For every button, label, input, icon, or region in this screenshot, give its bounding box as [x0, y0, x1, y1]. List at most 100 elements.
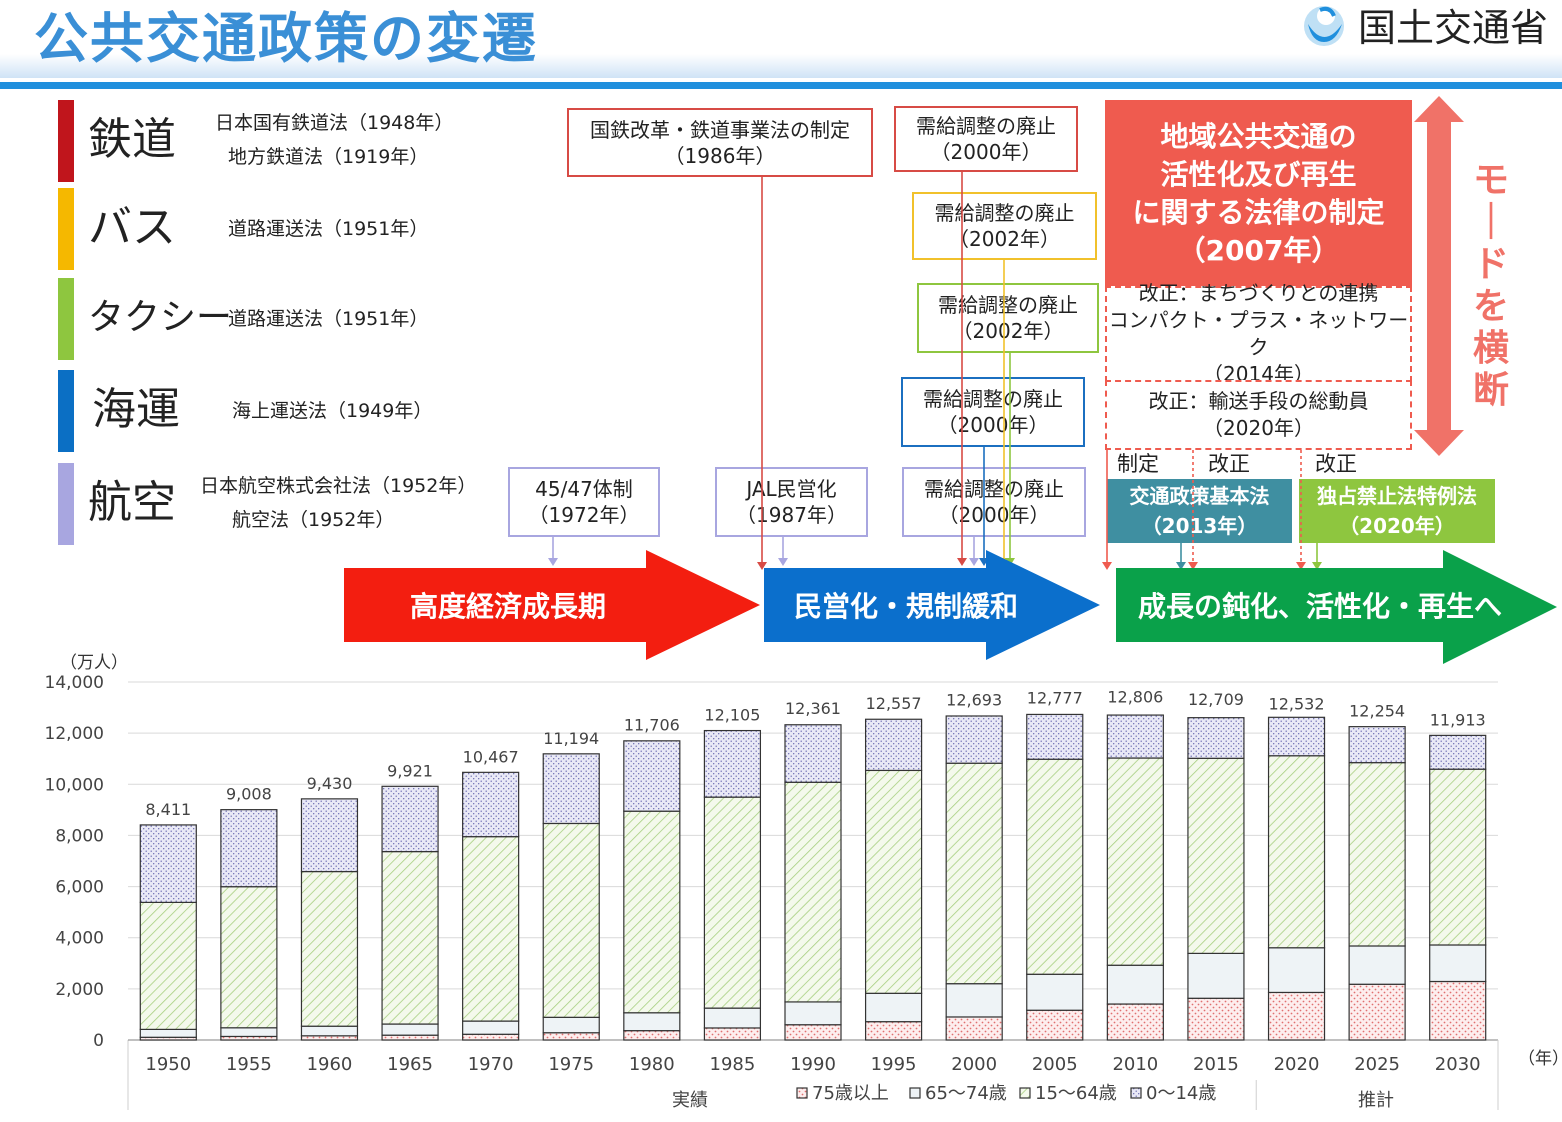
chiiki-line4: （2007年） — [1177, 234, 1340, 267]
mode-color-bar — [58, 278, 74, 360]
y-tick-label: 6,000 — [55, 878, 104, 898]
bar-segment — [1106, 964, 1164, 1005]
bar-segment — [1187, 997, 1245, 1041]
bar-total-label: 9,921 — [387, 761, 433, 780]
legend-label: 75歳以上 — [812, 1083, 889, 1104]
event-jukyu-rail: 需給調整の廃止 （2000年） — [894, 106, 1078, 172]
bar-segment — [1429, 944, 1487, 983]
phase-arrow-1 — [344, 550, 760, 660]
bar-segment — [542, 1016, 600, 1034]
event-jukyu-air: 需給調整の廃止 （2000年） — [902, 467, 1086, 537]
y-tick-label: 10,000 — [45, 775, 104, 795]
bar-segment — [381, 785, 439, 853]
x-tick-label: 2025 — [1354, 1054, 1400, 1075]
bar-total-label: 12,693 — [946, 690, 1002, 709]
bar-segment — [945, 1016, 1003, 1041]
x-tick-label: 2005 — [1032, 1054, 1078, 1075]
event-kokutetsu: 国鉄改革・鉄道事業法の制定 （1986年） — [567, 108, 873, 177]
bar-segment — [1106, 714, 1164, 759]
bar-segment — [300, 870, 359, 1027]
bar-segment — [542, 822, 600, 1018]
bar-segment — [462, 836, 520, 1022]
kaisei-2020-line1: 改正：輸送手段の総動員 — [1148, 389, 1369, 413]
x-tick-label: 1980 — [629, 1054, 675, 1075]
bar-segment — [1429, 734, 1487, 770]
bar-segment — [381, 1023, 439, 1036]
bar-segment — [864, 992, 923, 1023]
chiiki-line2: 活性化及び再生 — [1160, 158, 1357, 191]
bar-segment — [462, 1033, 520, 1041]
event-jukyu-rail-line1: 需給調整の廃止 — [916, 114, 1056, 138]
bar-segment — [462, 771, 520, 838]
bar-segment — [220, 886, 278, 1029]
x-tick-label: 1990 — [790, 1054, 836, 1075]
mode-name: バス — [88, 202, 176, 253]
mode-oudan-label: モ｜ドを横断 — [1470, 160, 1512, 412]
mode-law: 日本航空株式会社法（1952年） — [200, 475, 477, 497]
x-tick-label: 2015 — [1193, 1054, 1239, 1075]
bar-segment — [1348, 983, 1406, 1041]
event-kokutetsu-line2: （1986年） — [664, 143, 776, 168]
y-tick-label: 4,000 — [55, 929, 104, 949]
chart-legend: 75歳以上 65～74歳 15～64歳 0～14歳 — [796, 1083, 1216, 1104]
bar-segment — [623, 1030, 681, 1041]
kaisei-2014-line1: 改正：まちづくりとの連携 — [1138, 281, 1379, 305]
event-jal-line2: （1987年） — [736, 503, 847, 527]
bar-segment — [1026, 758, 1084, 975]
kaisei-label-2: 改正 — [1315, 452, 1357, 476]
event-jukyu-sea-line1: 需給調整の廃止 — [923, 387, 1063, 411]
event-jukyu-bus: 需給調整の廃止 （2002年） — [912, 192, 1097, 260]
x-tick-label: 1970 — [468, 1054, 514, 1075]
bar-segment — [864, 718, 923, 772]
dokusen-line1: 独占禁止法特例法 — [1317, 484, 1477, 508]
bar-segment — [1106, 1003, 1164, 1041]
mode-oudan-char: 断 — [1472, 370, 1509, 411]
y-tick-label: 8,000 — [55, 826, 104, 846]
event-jukyu-taxi-line2: （2002年） — [952, 319, 1064, 343]
kaisei-2020-box: 改正：輸送手段の総動員 （2020年） — [1105, 380, 1412, 450]
event-jukyu-bus-line1: 需給調整の廃止 — [934, 201, 1075, 225]
event-jukyu-rail-line2: （2000年） — [930, 140, 1042, 164]
bar-segment — [784, 1024, 842, 1041]
x-tick-label: 1975 — [548, 1054, 594, 1075]
bar-total-label: 12,557 — [866, 694, 922, 713]
chiiki-law-box: 地域公共交通の 活性化及び再生 に関する法律の制定 （2007年） — [1105, 100, 1412, 286]
kihonho-line1: 交通政策基本法 — [1129, 484, 1270, 508]
legend-label: 15～64歳 — [1035, 1083, 1117, 1104]
bar-segment — [1348, 762, 1406, 947]
bar-segment — [1429, 768, 1487, 946]
legend-swatch — [1130, 1087, 1142, 1099]
bar-segment — [381, 850, 439, 1025]
mode-name: タクシー — [88, 297, 233, 338]
event-jukyu-air-line1: 需給調整の廃止 — [924, 477, 1064, 501]
event-jukyu-taxi: 需給調整の廃止 （2002年） — [917, 283, 1099, 353]
bar-segment — [220, 809, 278, 888]
bar-segment — [703, 796, 762, 1009]
y-tick-label: 14,000 — [45, 673, 104, 693]
population-chart: （万人） （年） 0 2,000 4,000 6,000 8,000 10,000 12,0… — [45, 653, 1562, 1111]
bar-total-label: 9,008 — [226, 785, 272, 804]
header-band — [0, 54, 1562, 78]
event-jukyu-bus-line2: （2002年） — [949, 227, 1060, 251]
event-4547: 45/47体制 （1972年） — [508, 467, 660, 537]
bar-total-label: 12,254 — [1349, 702, 1405, 721]
phase-arrow-2 — [764, 550, 1100, 660]
legend-swatch — [909, 1087, 921, 1099]
x-tick-label: 1995 — [871, 1054, 917, 1075]
y-tick-label: 12,000 — [45, 724, 104, 744]
bar-total-label: 11,706 — [624, 716, 680, 735]
bar-segment — [623, 1012, 681, 1032]
bar-segment — [1026, 1009, 1084, 1041]
group-label-actual: 実績 — [672, 1090, 708, 1111]
y-tick-label: 2,000 — [55, 980, 104, 1000]
bar-segment — [1187, 717, 1245, 759]
x-tick-label: 1955 — [226, 1054, 272, 1075]
bar-segment — [381, 1034, 439, 1041]
bar-segment — [300, 798, 359, 873]
bar-segment — [945, 715, 1003, 764]
bar-total-label: 12,105 — [704, 705, 760, 724]
chart-labels: 0 2,000 4,000 6,000 8,000 10,000 12,000 14,000 8… — [45, 673, 1486, 1111]
bar-segment — [300, 1025, 359, 1037]
phase-label-1: 高度経済成長期 — [410, 590, 606, 623]
kihonho-line2: （2013年） — [1141, 514, 1258, 538]
